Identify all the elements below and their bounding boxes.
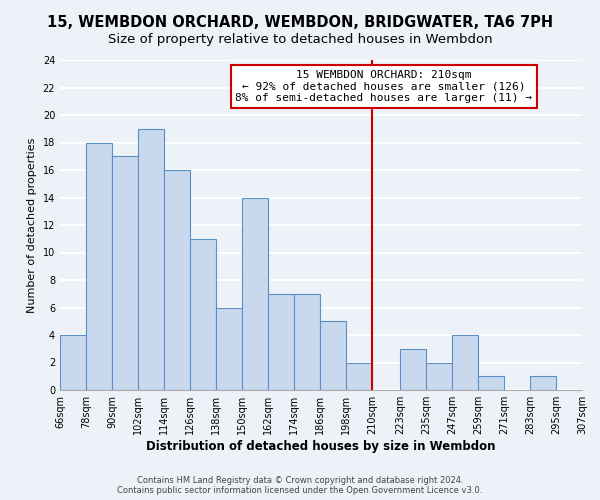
Text: Contains HM Land Registry data © Crown copyright and database right 2024.
Contai: Contains HM Land Registry data © Crown c… <box>118 476 482 495</box>
Text: 15, WEMBDON ORCHARD, WEMBDON, BRIDGWATER, TA6 7PH: 15, WEMBDON ORCHARD, WEMBDON, BRIDGWATER… <box>47 15 553 30</box>
X-axis label: Distribution of detached houses by size in Wembdon: Distribution of detached houses by size … <box>146 440 496 453</box>
Bar <box>60 335 86 390</box>
Bar <box>268 294 294 390</box>
Bar <box>478 376 504 390</box>
Bar <box>86 142 112 390</box>
Bar <box>242 198 268 390</box>
Bar <box>320 322 346 390</box>
Bar <box>190 239 216 390</box>
Bar <box>216 308 242 390</box>
Bar <box>452 335 478 390</box>
Bar <box>294 294 320 390</box>
Bar <box>426 362 452 390</box>
Bar <box>400 349 426 390</box>
Y-axis label: Number of detached properties: Number of detached properties <box>27 138 37 312</box>
Bar <box>346 362 372 390</box>
Bar <box>164 170 190 390</box>
Bar <box>530 376 556 390</box>
Bar <box>112 156 138 390</box>
Bar <box>138 128 164 390</box>
Text: 15 WEMBDON ORCHARD: 210sqm
← 92% of detached houses are smaller (126)
8% of semi: 15 WEMBDON ORCHARD: 210sqm ← 92% of deta… <box>235 70 532 103</box>
Text: Size of property relative to detached houses in Wembdon: Size of property relative to detached ho… <box>107 32 493 46</box>
